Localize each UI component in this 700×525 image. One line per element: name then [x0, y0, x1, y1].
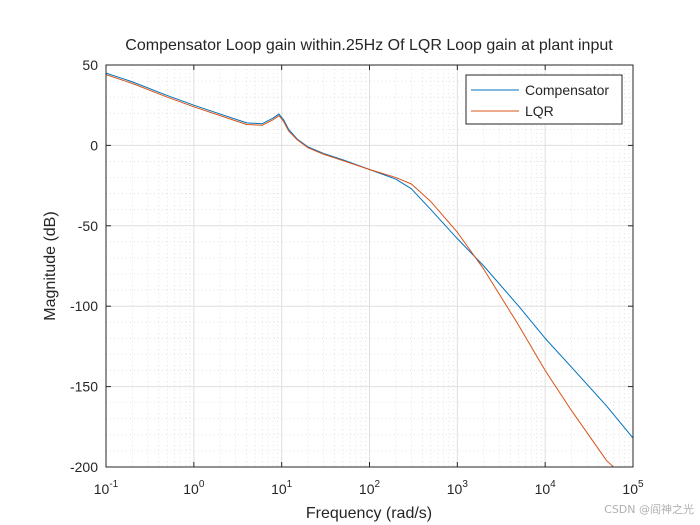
x-tick-base: 10 — [359, 481, 375, 497]
y-axis-label: Magnitude (dB) — [42, 211, 59, 320]
x-tick-base: 10 — [622, 481, 638, 497]
legend-label-lqr: LQR — [525, 103, 554, 119]
x-tick-base: 10 — [535, 481, 551, 497]
series-line-compensator — [106, 72, 633, 439]
y-tick-label: -200 — [70, 459, 98, 475]
x-tick-label: 103 — [447, 479, 469, 497]
x-tick-label: 100 — [183, 479, 205, 497]
legend-label-compensator: Compensator — [525, 82, 609, 98]
x-tick-exponent: -1 — [109, 479, 118, 490]
x-tick-base: 10 — [94, 481, 110, 497]
tick-marks — [105, 64, 634, 468]
x-tick-label: 10-1 — [94, 479, 119, 497]
x-tick-exponent: 4 — [550, 479, 556, 490]
series-line-lqr — [106, 74, 614, 467]
x-tick-label: 105 — [622, 479, 644, 497]
x-tick-base: 10 — [447, 481, 463, 497]
watermark: CSDN @阎神之光 — [604, 503, 694, 516]
x-tick-labels: 10-1 100 101 102 103 104 105 — [94, 479, 644, 497]
y-tick-label: 50 — [82, 57, 98, 73]
x-tick-exponent: 0 — [199, 479, 205, 490]
x-tick-label: 102 — [359, 479, 381, 497]
y-tick-label: -150 — [70, 379, 98, 395]
x-axis-label: Frequency (rad/s) — [306, 505, 432, 522]
x-tick-exponent: 1 — [287, 479, 293, 490]
x-tick-base: 10 — [183, 481, 199, 497]
y-tick-label: -100 — [70, 298, 98, 314]
x-tick-label: 104 — [535, 479, 557, 497]
x-tick-label: 101 — [271, 479, 293, 497]
y-tick-labels: 50 0 -50 -100 -150 -200 — [70, 57, 98, 475]
x-tick-exponent: 5 — [638, 479, 644, 490]
legend: Compensator LQR — [465, 74, 623, 125]
y-tick-label: -50 — [78, 218, 98, 234]
minor-grid — [106, 65, 633, 467]
x-tick-exponent: 3 — [462, 479, 468, 490]
series-layer — [106, 72, 633, 467]
plot-area — [105, 64, 634, 468]
legend-box — [465, 74, 623, 125]
y-tick-label: 0 — [90, 137, 98, 153]
x-tick-exponent: 2 — [375, 479, 381, 490]
x-tick-base: 10 — [271, 481, 287, 497]
chart-title: Compensator Loop gain within.25Hz Of LQR… — [125, 37, 613, 54]
